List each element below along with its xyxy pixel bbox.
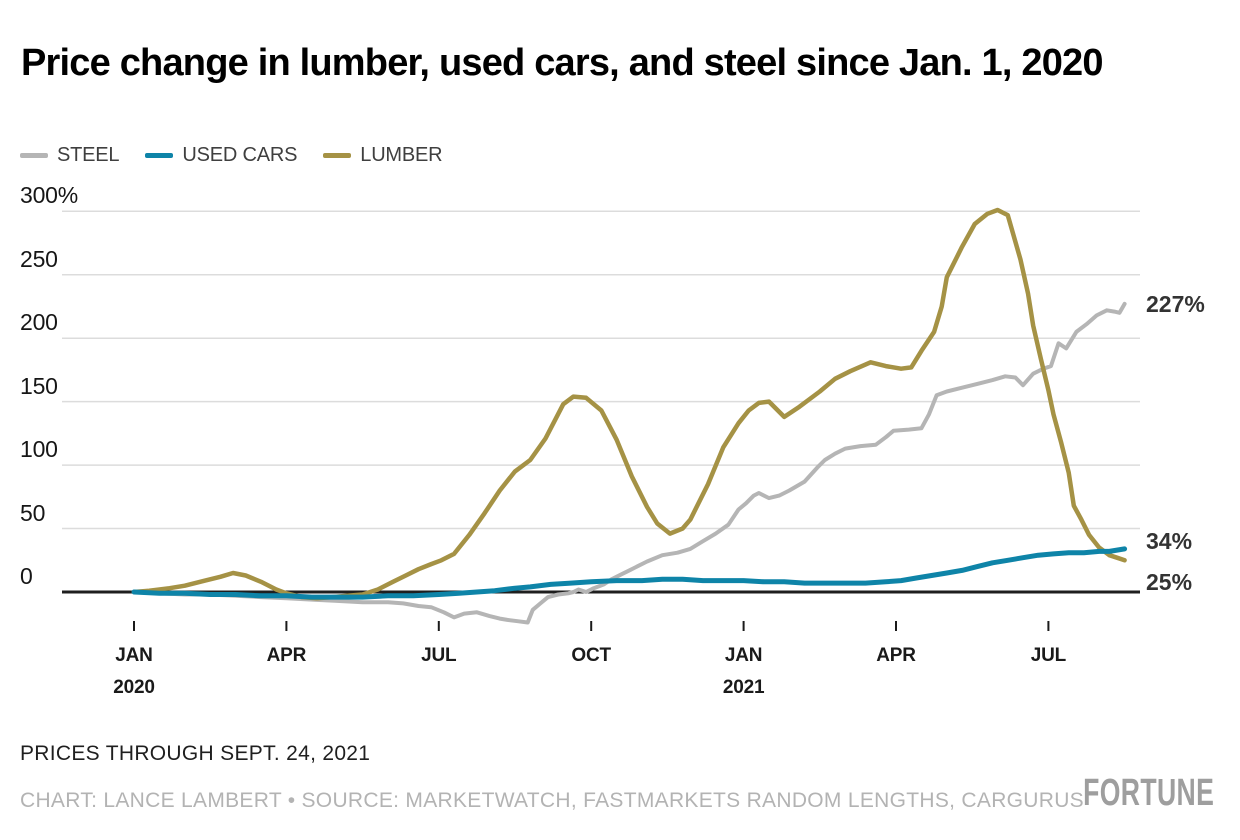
x-axis-year-label: 2021 xyxy=(722,677,765,698)
x-axis-month-label: JUL xyxy=(421,645,457,666)
legend-item-lumber: LUMBER xyxy=(323,144,443,167)
y-axis-tick-label: 0 xyxy=(20,563,33,589)
footnote: PRICES THROUGH SEPT. 24, 2021 xyxy=(20,742,371,765)
legend: STEEL USED CARS LUMBER xyxy=(20,144,443,167)
legend-item-steel: STEEL xyxy=(20,144,120,167)
x-axis-month-label: JUL xyxy=(1030,645,1067,666)
chart-title: Price change in lumber, used cars, and s… xyxy=(21,42,1104,85)
x-axis-month-label: JAN xyxy=(724,645,763,666)
series-line-used-cars xyxy=(131,546,1128,600)
y-axis-tick-label: 200 xyxy=(20,309,58,336)
y-axis-tick-label: 100 xyxy=(20,436,58,463)
steel-line-swatch-icon xyxy=(20,153,48,158)
y-axis-tick-label: 250 xyxy=(20,245,58,272)
fortune-logo: FORTUNE xyxy=(1082,772,1214,814)
legend-label-steel: STEEL xyxy=(57,144,120,166)
x-axis-month-label: APR xyxy=(876,645,916,666)
series-end-label-used-cars: 34% xyxy=(1146,527,1193,554)
x-axis-month-label: APR xyxy=(266,645,307,666)
y-axis-tick-label: 50 xyxy=(20,499,46,526)
lumber-line-swatch-icon xyxy=(323,153,352,158)
x-axis-month-label: JAN xyxy=(115,645,153,666)
legend-item-used-cars: USED CARS xyxy=(145,144,297,167)
legend-label-used-cars: USED CARS xyxy=(182,144,298,166)
legend-label-lumber: LUMBER xyxy=(360,144,443,166)
credit-line: CHART: LANCE LAMBERT • SOURCE: MARKETWAT… xyxy=(20,789,1084,812)
series-line-lumber xyxy=(131,207,1127,601)
series-end-label-lumber: 25% xyxy=(1146,569,1193,596)
series-line-steel xyxy=(132,301,1127,625)
used-cars-line-swatch-icon xyxy=(145,153,174,158)
y-axis-tick-label: 150 xyxy=(20,372,58,399)
y-axis-tick-label: 300% xyxy=(20,182,79,209)
x-axis-year-label: 2020 xyxy=(113,677,155,698)
series-end-label-steel: 227% xyxy=(1146,290,1205,317)
x-axis-month-label: OCT xyxy=(571,645,611,666)
